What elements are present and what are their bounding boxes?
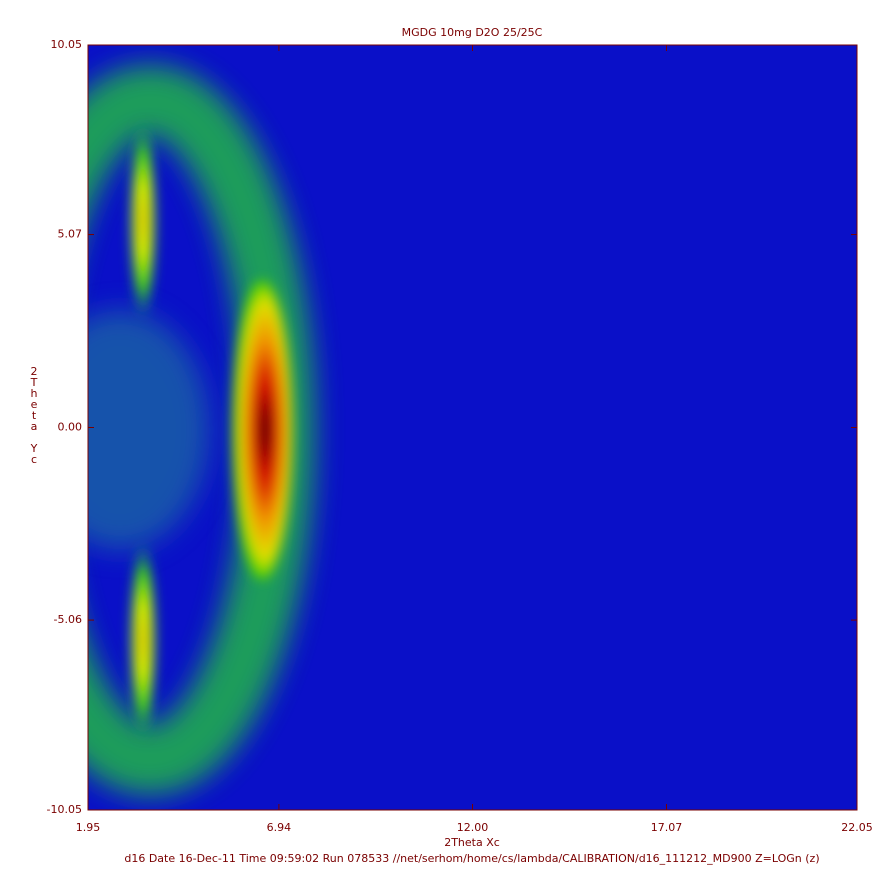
lower-lobe (129, 540, 157, 740)
inner-region (88, 310, 210, 550)
y-tick-label: 0.00 (58, 421, 83, 434)
y-tick-label: 5.07 (58, 228, 83, 241)
y-tick-label: -10.05 (47, 803, 82, 816)
x-tick-label: 22.05 (841, 821, 873, 834)
detector-image (88, 45, 857, 810)
central-peak (232, 280, 292, 580)
x-tick-label: 17.07 (651, 821, 683, 834)
upper-lobe (129, 120, 157, 320)
y-tick-label: -5.06 (54, 613, 82, 626)
x-tick-label: 1.95 (76, 821, 101, 834)
footer: d16 Date 16-Dec-11 Time 09:59:02 Run 078… (124, 852, 819, 865)
x-tick-label: 12.00 (457, 821, 489, 834)
chart-title: MGDG 10mg D2O 25/25C (402, 26, 543, 39)
x-axis-label: 2Theta Xc (444, 836, 500, 849)
y-tick-label: 10.05 (51, 38, 83, 51)
x-tick-label: 6.94 (267, 821, 292, 834)
